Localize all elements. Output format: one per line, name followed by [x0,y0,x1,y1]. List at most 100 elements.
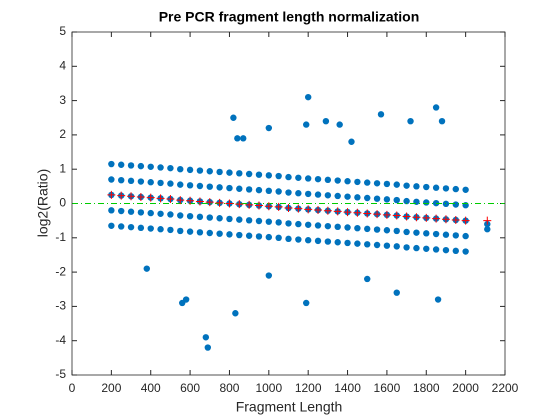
point [432,214,441,223]
point [373,195,381,202]
point [186,228,194,235]
point [167,164,174,172]
point [383,242,391,249]
point [285,220,292,227]
x-tick-label: 0 [69,381,76,395]
point [403,228,410,236]
point [108,176,115,183]
point [348,138,355,145]
point [383,227,391,234]
point [186,212,194,220]
point [236,216,243,223]
point [462,186,469,193]
point [147,163,154,170]
point [186,182,194,189]
point [483,216,492,225]
point [146,193,155,202]
point [304,237,312,244]
point [324,192,332,199]
point [236,231,243,239]
point [167,180,174,187]
point [407,117,414,125]
point [442,246,450,254]
point [442,231,450,238]
point [177,181,184,188]
point [334,192,341,200]
point [442,185,450,192]
point [432,230,440,238]
y-tick-label: 2 [59,127,66,141]
point [383,180,391,188]
point [377,111,385,118]
point [413,198,420,205]
point [167,211,174,218]
point [461,216,470,225]
point [441,215,450,224]
point [206,183,213,190]
x-tick-label: 2000 [452,381,479,395]
point [157,210,164,217]
point [245,232,253,239]
point [275,219,282,226]
point [324,176,332,184]
point [432,246,440,253]
point [364,225,371,233]
point [373,180,381,187]
point [216,168,223,176]
y-tick-label: 4 [59,58,66,72]
point [285,235,292,243]
point [245,200,254,209]
point [422,213,431,222]
y-tick-label: -4 [55,333,66,347]
point [363,209,372,218]
point [230,114,237,121]
point [343,208,352,217]
x-tick-label: 400 [141,381,161,395]
point [295,190,302,197]
point [127,177,135,185]
point [373,210,382,219]
point [240,135,247,142]
point [295,220,302,228]
x-tick-label: 1000 [255,381,282,395]
point [255,186,263,194]
x-tick-label: 1200 [295,381,322,395]
y-tick-label: -1 [55,230,66,244]
point [284,203,293,212]
y-axis-label: log2(Ratio) [35,169,51,237]
point [423,245,430,252]
point [204,344,212,351]
point [462,202,469,209]
point [265,233,273,241]
point [107,190,116,199]
y-tick-label: -2 [55,264,66,278]
point [364,275,371,283]
x-tick-label: 1800 [413,381,440,395]
point [137,178,145,185]
point [314,175,322,183]
point [236,170,243,177]
point [157,164,164,171]
point [195,197,204,206]
y-tick-label: -3 [55,299,66,313]
plot-frame [71,31,506,376]
point [432,104,440,111]
point [206,229,213,237]
point [423,183,430,191]
point [108,207,115,214]
point [403,197,410,205]
point [156,194,165,203]
point [127,223,135,231]
point [484,226,491,233]
x-tick-label: 1600 [374,381,401,395]
point [226,169,233,176]
point [216,215,223,222]
point [196,167,204,174]
point [274,202,283,211]
point [157,226,164,233]
point [452,201,459,208]
point [403,244,410,251]
point [196,213,204,221]
point [118,176,125,184]
